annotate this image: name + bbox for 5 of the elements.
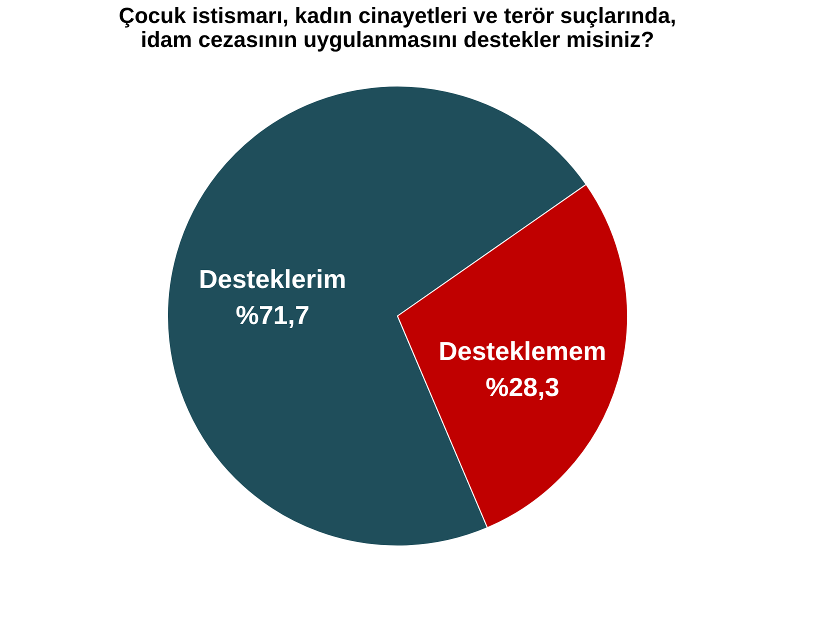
slice-label: Desteklerim [198,264,346,294]
data-label: %71,7 [236,300,310,330]
data-label: %28,3 [486,372,560,402]
chart-title: Çocuk istismarı, kadın cinayetleri ve terör suçlarında, idam cezasının uygulanmasını destekler misiniz? [118,3,676,52]
slice-label: Desteklemem [438,336,606,366]
